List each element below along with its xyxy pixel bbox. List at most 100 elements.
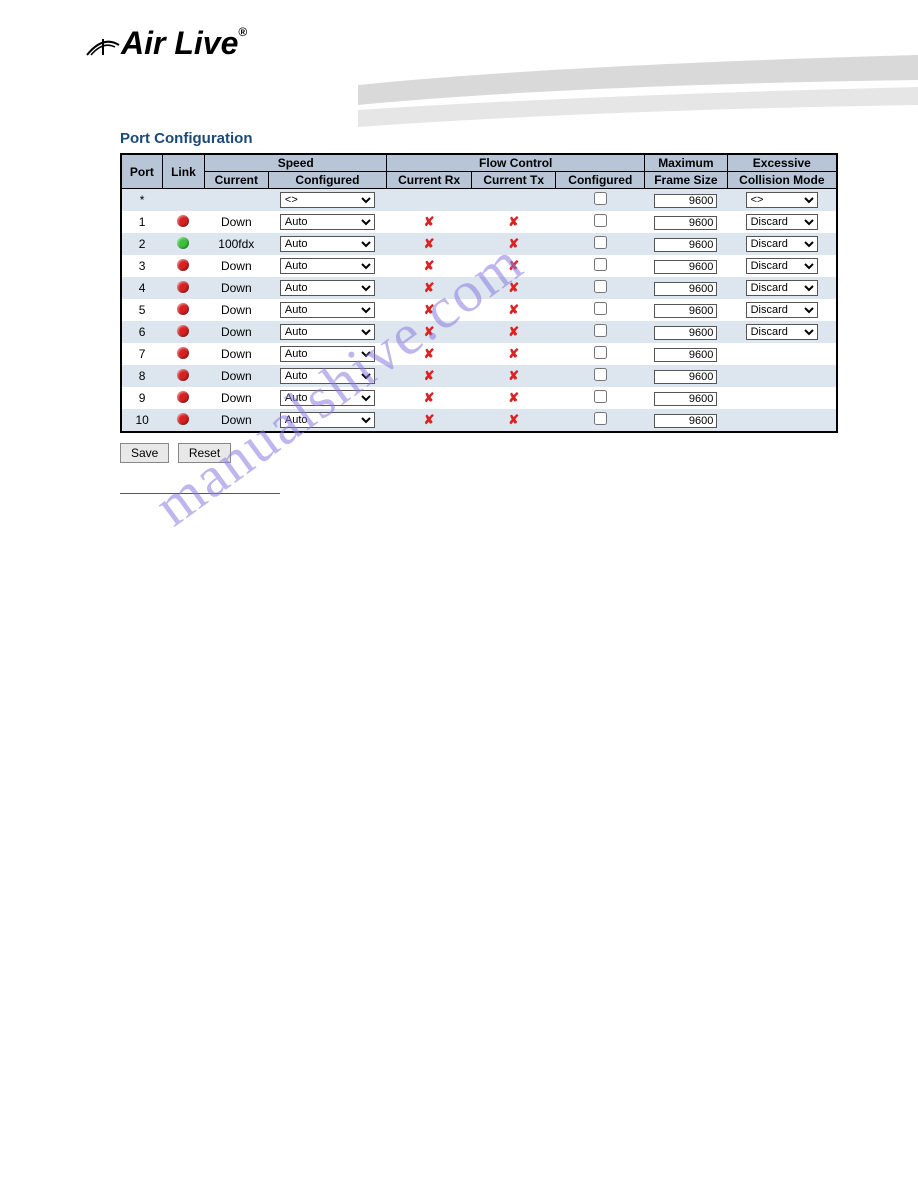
rx-cell: ✘ (387, 387, 472, 409)
flow-checkbox[interactable] (594, 368, 607, 381)
col-exc: Excessive (727, 154, 837, 172)
speed-select[interactable]: <>Auto (280, 412, 375, 428)
x-icon: ✘ (424, 280, 435, 295)
table-row: 3Down<>Auto✘✘<>Discard (121, 255, 837, 277)
x-icon: ✘ (424, 214, 435, 229)
max-frame-input[interactable] (654, 304, 717, 318)
exc-select[interactable]: <>Discard (746, 236, 818, 252)
port-cell: 4 (121, 277, 162, 299)
x-icon: ✘ (424, 346, 435, 361)
speed-conf-cell: <>Auto (268, 255, 387, 277)
link-cell (162, 299, 204, 321)
table-row: 10Down<>Auto✘✘ (121, 409, 837, 432)
rx-cell: ✘ (387, 211, 472, 233)
port-cell: 6 (121, 321, 162, 343)
table-row: 1Down<>Auto✘✘<>Discard (121, 211, 837, 233)
x-icon: ✘ (508, 280, 519, 295)
flow-checkbox[interactable] (594, 258, 607, 271)
speed-select[interactable]: <>Auto (280, 368, 375, 384)
x-icon: ✘ (508, 390, 519, 405)
speed-conf-cell: <>Auto (268, 343, 387, 365)
port-cell: 8 (121, 365, 162, 387)
flow-checkbox[interactable] (594, 346, 607, 359)
table-row: 6Down<>Auto✘✘<>Discard (121, 321, 837, 343)
link-cell (162, 189, 204, 212)
x-icon: ✘ (424, 302, 435, 317)
exc-cell (727, 387, 837, 409)
table-row: 8Down<>Auto✘✘ (121, 365, 837, 387)
tx-cell: ✘ (471, 409, 556, 432)
exc-select[interactable]: <>Discard (746, 258, 818, 274)
tx-cell: ✘ (471, 211, 556, 233)
speed-select[interactable]: <>Auto (280, 280, 375, 296)
max-frame-input[interactable] (654, 194, 717, 208)
max-frame-input[interactable] (654, 326, 717, 340)
flow-checkbox[interactable] (594, 390, 607, 403)
speed-conf-cell: <>Auto (268, 409, 387, 432)
speed-select[interactable]: <>Auto (280, 236, 375, 252)
flow-checkbox[interactable] (594, 192, 607, 205)
logo-registered: ® (238, 25, 247, 39)
flow-checkbox[interactable] (594, 324, 607, 337)
flow-checkbox[interactable] (594, 280, 607, 293)
max-cell (645, 299, 728, 321)
max-frame-input[interactable] (654, 238, 717, 252)
table-row: 7Down<>Auto✘✘ (121, 343, 837, 365)
x-icon: ✘ (424, 412, 435, 427)
exc-select[interactable]: <>Discard (746, 280, 818, 296)
max-frame-input[interactable] (654, 392, 717, 406)
flow-checkbox[interactable] (594, 412, 607, 425)
flow-checkbox[interactable] (594, 214, 607, 227)
link-down-icon (177, 369, 189, 381)
col-flow-tx: Current Tx (471, 172, 556, 189)
max-frame-input[interactable] (654, 260, 717, 274)
col-speed: Speed (205, 154, 387, 172)
exc-select[interactable]: <>Discard (746, 302, 818, 318)
fc-cell (556, 409, 645, 432)
reset-button[interactable]: Reset (178, 443, 231, 463)
exc-cell: <>Discard (727, 321, 837, 343)
max-frame-input[interactable] (654, 216, 717, 230)
exc-select[interactable]: <>Discard (746, 324, 818, 340)
x-icon: ✘ (424, 236, 435, 251)
exc-select[interactable]: <>Discard (746, 214, 818, 230)
table-row: 9Down<>Auto✘✘ (121, 387, 837, 409)
wifi-arc-icon (85, 33, 121, 59)
x-icon: ✘ (424, 368, 435, 383)
speed-select[interactable]: <>Auto (280, 192, 375, 208)
tx-cell: ✘ (471, 233, 556, 255)
fc-cell (556, 365, 645, 387)
link-up-icon (177, 237, 189, 249)
exc-cell: <>Discard (727, 189, 837, 212)
link-cell (162, 211, 204, 233)
flow-checkbox[interactable] (594, 236, 607, 249)
save-button[interactable]: Save (120, 443, 169, 463)
speed-select[interactable]: <>Auto (280, 214, 375, 230)
x-icon: ✘ (508, 324, 519, 339)
speed-current-cell: Down (205, 211, 268, 233)
col-max: Maximum (645, 154, 728, 172)
max-frame-input[interactable] (654, 414, 717, 428)
tx-cell: ✘ (471, 321, 556, 343)
speed-select[interactable]: <>Auto (280, 324, 375, 340)
speed-select[interactable]: <>Auto (280, 302, 375, 318)
max-cell (645, 365, 728, 387)
speed-select[interactable]: <>Auto (280, 346, 375, 362)
max-frame-input[interactable] (654, 370, 717, 384)
exc-select[interactable]: <>Discard (746, 192, 818, 208)
flow-checkbox[interactable] (594, 302, 607, 315)
col-speed-configured: Configured (268, 172, 387, 189)
exc-cell: <>Discard (727, 277, 837, 299)
port-cell: 10 (121, 409, 162, 432)
max-frame-input[interactable] (654, 282, 717, 296)
x-icon: ✘ (508, 258, 519, 273)
tx-cell: ✘ (471, 299, 556, 321)
link-down-icon (177, 281, 189, 293)
speed-select[interactable]: <>Auto (280, 390, 375, 406)
port-cell: * (121, 189, 162, 212)
link-cell (162, 387, 204, 409)
x-icon: ✘ (424, 258, 435, 273)
max-frame-input[interactable] (654, 348, 717, 362)
link-cell (162, 321, 204, 343)
speed-select[interactable]: <>Auto (280, 258, 375, 274)
